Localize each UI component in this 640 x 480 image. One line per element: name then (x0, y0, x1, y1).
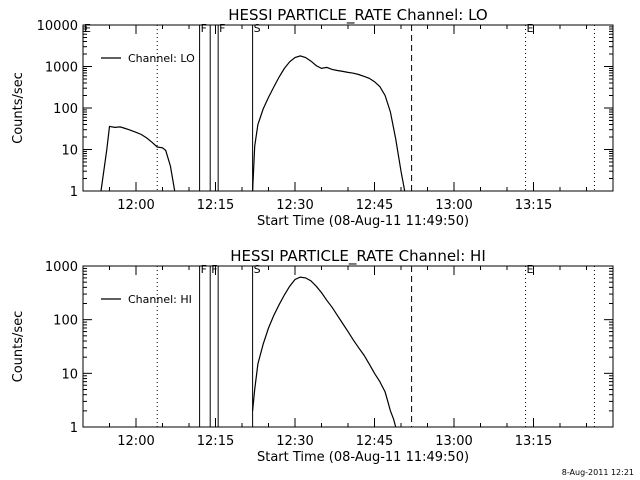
chart-title: HESSI PARTICLE_RATE Channel: LO (228, 6, 487, 25)
x-tick-label: 12:00 (117, 198, 154, 213)
y-tick-label: 10 (61, 367, 78, 382)
x-tick-label: 13:15 (515, 434, 552, 449)
y-tick-label: 1000 (45, 260, 78, 275)
series-line (252, 55, 406, 192)
plot-frame (82, 265, 614, 428)
event-marker-label: E (527, 263, 534, 276)
chart-panel-lo: HESSI PARTICLE_RATE Channel: LO Start Tim… (11, 6, 614, 229)
x-tick-label: 12:00 (117, 434, 154, 449)
y-tick-label: 1000 (45, 61, 78, 76)
chart-title: HESSI PARTICLE_RATE Channel: HI (230, 247, 486, 266)
y-tick-label: 100 (53, 314, 78, 329)
x-axis-label: Start Time (08-Aug-11 11:49:50) (257, 450, 469, 465)
y-tick-label: 100 (53, 102, 78, 117)
legend-label: Channel: LO (128, 52, 195, 65)
x-tick-label: 13:00 (435, 198, 472, 213)
x-axis-label: Start Time (08-Aug-11 11:49:50) (257, 214, 469, 229)
x-tick-label: 12:45 (356, 434, 393, 449)
x-tick-label: 13:15 (515, 198, 552, 213)
event-marker-label: F (201, 22, 207, 35)
x-tick-label: 12:30 (276, 434, 313, 449)
x-tick-label: 12:30 (276, 198, 313, 213)
x-tick-label: 12:45 (356, 198, 393, 213)
x-tick-label: 12:15 (197, 434, 234, 449)
x-tick-label: 12:15 (197, 198, 234, 213)
plot-frame (82, 24, 614, 192)
event-marker-label: S (254, 263, 261, 276)
series-line (252, 276, 397, 428)
chart-panel-hi: HESSI PARTICLE_RATE Channel: HI Start Tim… (11, 247, 614, 465)
y-axis-label: Counts/sec (11, 311, 26, 383)
x-tick-label: 13:00 (435, 434, 472, 449)
y-tick-label: 10 (61, 144, 78, 159)
y-axis-label: Counts/sec (11, 72, 26, 144)
event-marker-label: F (201, 263, 207, 276)
y-tick-label: 10000 (37, 19, 78, 34)
series-line (100, 125, 176, 192)
legend-label: Channel: HI (128, 293, 192, 306)
event-marker-label: F (219, 22, 225, 35)
event-marker-label: E (84, 22, 91, 35)
event-marker-label: E (527, 22, 534, 35)
y-tick-label: 1 (70, 185, 78, 200)
event-marker-label: F (211, 263, 217, 276)
y-tick-label: 1 (70, 421, 78, 436)
footer-timestamp: 8-Aug-2011 12:21 (562, 468, 634, 477)
event-marker-label: S (254, 22, 261, 35)
